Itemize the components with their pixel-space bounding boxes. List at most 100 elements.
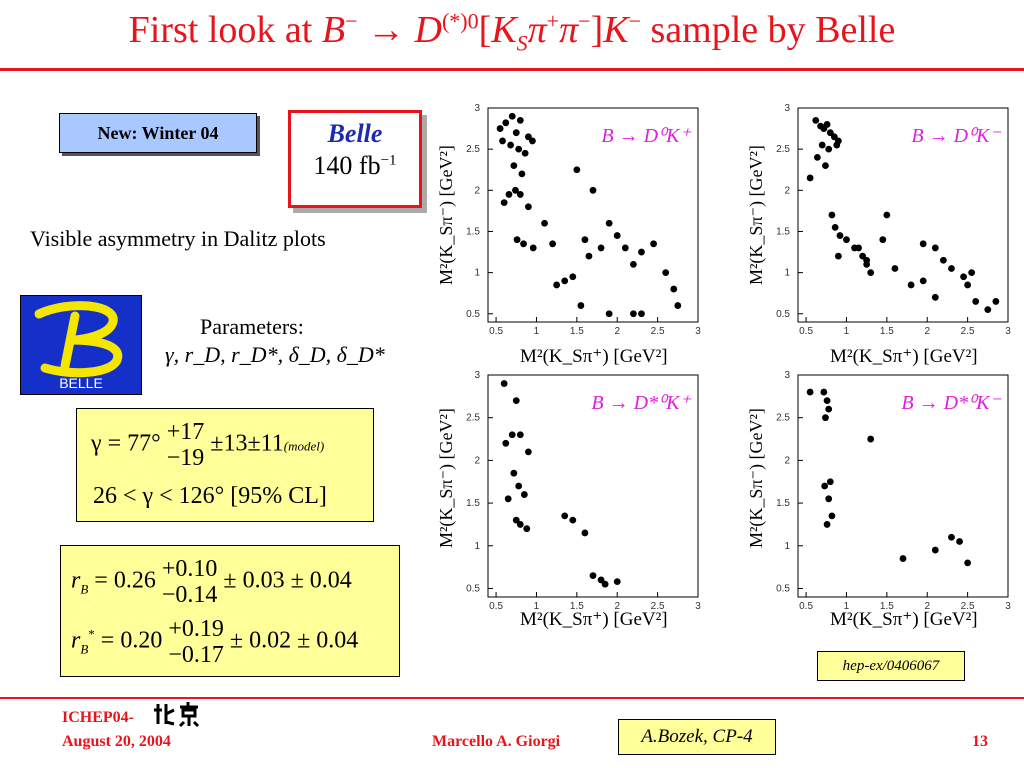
plot3-point: [569, 516, 577, 524]
dalitz-plots: 0.5 1 1.5 2 2.5 3 0.5 1 1.5 2 2.5 3 B → D⁰K⁺ 0.5 1 1.5 2…: [466, 103, 1011, 612]
plot2-point: [825, 145, 833, 153]
plot1-point: [650, 240, 657, 248]
plot1-point: [529, 137, 536, 145]
plot2-point: [992, 298, 1000, 305]
plot2-point: [867, 269, 875, 277]
belle-b-icon: BELLE: [34, 301, 123, 391]
plot4-ytick-label: 2: [784, 455, 790, 466]
plot1-point: [529, 244, 537, 252]
plot1-point: [516, 116, 524, 124]
plot2-label: B → D⁰K⁻: [911, 125, 1001, 147]
plot1-ytick-label: 1: [474, 268, 480, 279]
plot3-point: [524, 448, 532, 456]
plot1-ytick-label: 2.5: [466, 144, 480, 155]
plot1-point: [581, 236, 589, 244]
plot1-point: [573, 166, 581, 174]
plot2-xlabel: M²(K_Sπ⁺) [GeV²]: [830, 346, 978, 367]
plot1-point: [621, 244, 629, 252]
plot3-point: [510, 469, 518, 477]
plot3-ytick-label: 1: [474, 541, 480, 552]
title-divider: [0, 68, 1024, 71]
plot3-point: [516, 521, 524, 528]
plot3-point: [561, 512, 569, 520]
plot2-point: [960, 273, 967, 281]
plot2-point: [907, 281, 915, 289]
plot1-point: [605, 310, 613, 318]
plot2-xtick-label: 1.5: [880, 326, 894, 337]
plot2-ytick-label: 1.5: [776, 226, 790, 237]
plot1-point: [508, 112, 516, 120]
plot1-xtick-label: 1: [534, 326, 540, 337]
plot4-frame: [797, 374, 1009, 598]
plot1-point: [549, 240, 557, 248]
plot4-point: [822, 414, 829, 422]
plot3-point: [589, 572, 597, 580]
hep-reference: hep-ex/0406067: [817, 651, 965, 681]
plot4-xtick-label: 2: [924, 601, 930, 612]
plot1-point: [512, 129, 520, 137]
plot1-ytick-label: 0.5: [466, 309, 480, 320]
plot2-xtick-label: 0.5: [799, 326, 813, 337]
plot1-point: [629, 310, 637, 318]
plot1-ytick-label: 2: [474, 185, 480, 196]
plot1-point: [541, 219, 548, 227]
plot3-ytick-label: 0.5: [466, 583, 480, 594]
plot1-point: [597, 244, 605, 252]
plot1-point: [505, 191, 513, 198]
plot4-ytick-label: 2.5: [776, 413, 790, 424]
plot1-point: [638, 248, 645, 256]
plot4-ytick-label: 1: [784, 541, 790, 552]
plot1-point: [502, 119, 510, 127]
plot3-point: [504, 495, 512, 503]
plot1-frame: [487, 107, 699, 323]
plot2-frame: [797, 107, 1009, 323]
plot2-point: [806, 174, 814, 182]
plot2-xtick-label: 2.5: [961, 326, 975, 337]
plot4-point: [899, 555, 907, 562]
plot3-xtick-label: 2: [614, 601, 620, 612]
plot2-point: [813, 153, 821, 161]
plot1-point: [516, 191, 524, 198]
plot1-point: [561, 277, 569, 285]
belle-name: Belle: [327, 119, 383, 148]
plot3-xtick-label: 3: [695, 601, 701, 612]
plot4-label: B → D*⁰K⁻: [901, 392, 1001, 414]
plot2-ytick-label: 3: [784, 103, 790, 114]
plot2-point: [968, 269, 976, 277]
plot1-xlabel: M²(K_Sπ⁺) [GeV²]: [520, 346, 668, 367]
plot3-point: [581, 529, 589, 537]
plot2-ylabel: M²(K_Sπ⁻) [GeV²]: [746, 145, 766, 285]
rbstar-value: rB* = 0.20 +0.19 −0.17 ± 0.02 ± 0.04: [71, 616, 359, 668]
footer-conference: ICHEP04-: [62, 709, 134, 726]
plot4-point: [806, 388, 814, 396]
plot4-point: [828, 512, 836, 520]
plot1-point: [500, 199, 508, 207]
footer-author: Marcello A. Giorgi: [432, 733, 561, 750]
plot2-ytick-label: 2: [784, 185, 790, 196]
plot4-ylabel: M²(K_Sπ⁻) [GeV²]: [746, 408, 766, 548]
plot2-point: [833, 141, 841, 149]
plot2-point: [984, 306, 992, 314]
plot2-point: [964, 281, 972, 289]
gamma-value: γ = 77° +17 −19 ±13±11(model): [91, 419, 325, 471]
plot3-ytick-label: 3: [474, 370, 480, 381]
plot4-xtick-label: 1: [844, 601, 850, 612]
plot3-point: [597, 576, 605, 584]
plot4-ytick-label: 1.5: [776, 498, 790, 509]
footer-divider: [0, 697, 1024, 699]
plot3-xtick-label: 0.5: [489, 601, 503, 612]
plot4-point: [825, 495, 833, 503]
plot3-point: [500, 380, 508, 387]
page-number: 13: [972, 733, 988, 750]
plot2-point: [939, 256, 947, 264]
plot2-ytick-label: 2.5: [776, 144, 790, 155]
plot1-point: [638, 310, 645, 318]
rb-value: rB = 0.26 +0.10 −0.14 ± 0.03 ± 0.04: [71, 556, 352, 608]
plot1-point: [520, 240, 527, 248]
plot4-point: [820, 388, 828, 396]
plot1-point: [662, 269, 670, 277]
footer-date: August 20, 2004: [62, 733, 171, 750]
plot4-xtick-label: 1.5: [880, 601, 894, 612]
plot2-point: [834, 252, 842, 260]
plot3-xlabel: M²(K_Sπ⁺) [GeV²]: [520, 609, 668, 630]
